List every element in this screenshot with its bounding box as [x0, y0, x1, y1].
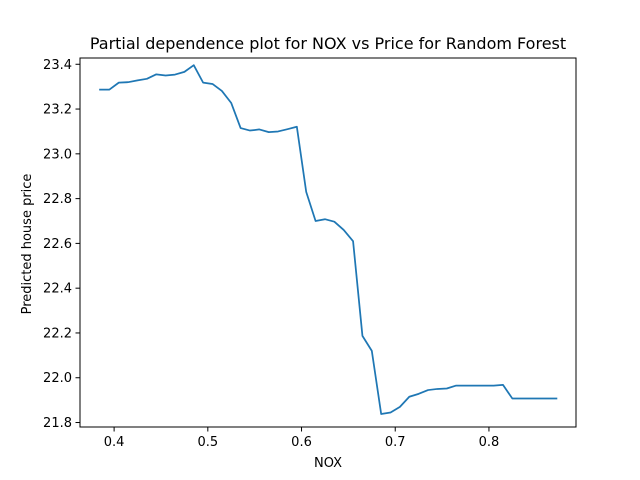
y-tick-label: 23.0 [43, 147, 72, 162]
y-axis-label: Predicted house price [20, 174, 35, 315]
x-tick-label: 0.8 [479, 435, 500, 450]
x-tick-label: 0.4 [104, 435, 125, 450]
x-tick-label: 0.7 [385, 435, 406, 450]
y-tick-label: 22.6 [43, 237, 72, 252]
plot-area: 0.4 0.5 0.6 0.7 0.8 21.8 22.0 22.2 22.4 22.6 22.8 2… [43, 57, 577, 450]
x-tick-label: 0.5 [197, 435, 218, 450]
y-tick-label: 22.0 [43, 371, 72, 386]
y-tick-label: 21.8 [43, 416, 72, 431]
y-tick-label: 23.2 [43, 103, 72, 118]
chart-title: Partial dependence plot for NOX vs Price… [90, 34, 566, 53]
x-axis-label: NOX [314, 456, 342, 471]
y-tick-label: 23.4 [43, 58, 72, 73]
axes-frame [79, 57, 577, 428]
x-tick-label: 0.6 [291, 435, 312, 450]
y-tick-label: 22.4 [43, 282, 72, 297]
y-tick-label: 22.8 [43, 192, 72, 207]
data-line [99, 64, 558, 415]
y-tick-label: 22.2 [43, 326, 72, 341]
